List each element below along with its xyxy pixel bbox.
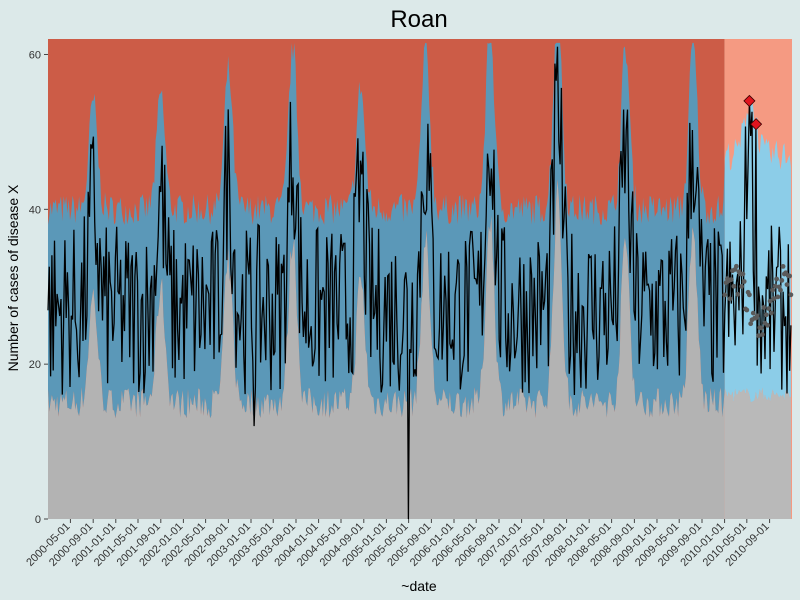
expected-point (778, 287, 783, 293)
expected-points-group (722, 263, 794, 339)
expected-point (727, 296, 733, 302)
y-tick-label: 60 (29, 49, 41, 61)
expected-point (758, 325, 764, 331)
expected-point (734, 263, 739, 269)
alarm-point (743, 94, 756, 108)
expected-point (740, 271, 746, 277)
plot-area (47, 39, 794, 520)
expected-point (750, 310, 756, 316)
expected-point (763, 312, 769, 318)
x-axis: 2000-05-012000-09-012001-01-012001-05-01… (24, 519, 772, 569)
expected-point (741, 279, 747, 284)
expected-point (744, 307, 750, 313)
y-tick-label: 20 (29, 359, 41, 371)
expected-point (747, 292, 752, 298)
expected-point (756, 333, 761, 339)
expected-point (722, 292, 728, 298)
expected-point (780, 264, 786, 269)
observed-cases-line (47, 46, 792, 520)
expected-point (775, 294, 781, 300)
expected-point (787, 273, 792, 279)
alarm-point (750, 118, 763, 131)
expected-point (735, 291, 741, 297)
chart-title: Roan (390, 6, 447, 33)
y-axis-label: Number of cases of disease X (5, 184, 21, 371)
lower-region-forecast (724, 387, 791, 519)
expected-point (769, 310, 774, 316)
expected-point (770, 287, 776, 293)
x-axis-label: ~date (401, 578, 437, 594)
threshold-band-historic (48, 42, 725, 419)
expected-point (788, 292, 794, 298)
expected-point (772, 283, 778, 289)
lower-region-historic (48, 179, 725, 519)
y-axis: 0 20 40 60 (29, 49, 48, 526)
expected-point (765, 322, 770, 328)
expected-point (761, 305, 767, 310)
expected-point (766, 306, 772, 311)
expected-point (731, 283, 737, 289)
expected-point (728, 277, 734, 282)
expected-point (754, 313, 760, 319)
expected-point (779, 278, 785, 283)
y-tick-label: 40 (29, 204, 41, 216)
expected-point (767, 298, 773, 304)
expected-point (784, 282, 790, 287)
expected-point (739, 284, 744, 289)
expected-point (774, 276, 779, 282)
y-tick-label: 0 (35, 514, 41, 526)
expected-point (748, 321, 754, 327)
expected-point (760, 332, 765, 337)
expected-point (771, 296, 777, 301)
